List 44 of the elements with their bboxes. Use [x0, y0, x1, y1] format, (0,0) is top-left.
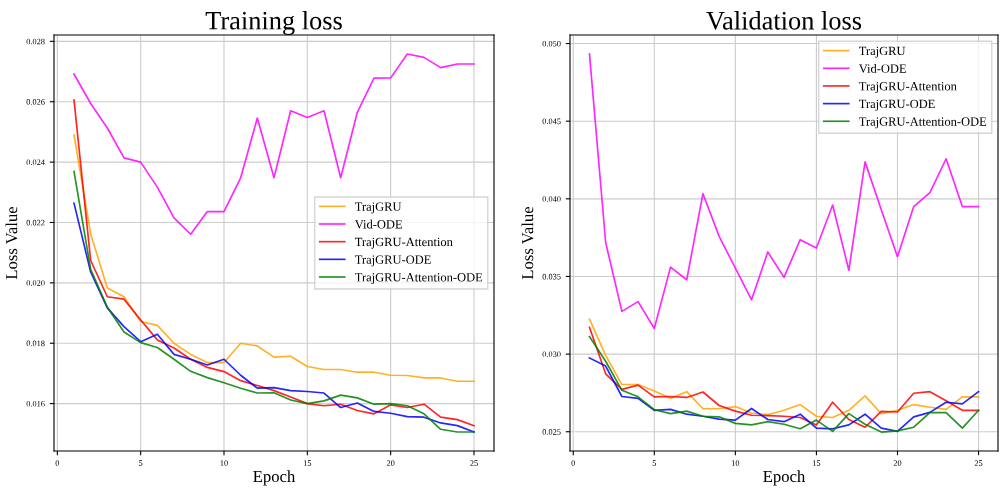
- y-tick-label: 0.016: [26, 400, 45, 407]
- y-tick-label: 0.022: [26, 219, 45, 226]
- legend-label: TrajGRU: [354, 202, 402, 214]
- x-tick-label: 15: [812, 460, 821, 466]
- x-axis-title: Epoch: [763, 470, 806, 486]
- x-tick-label: 0: [571, 460, 576, 466]
- legend-label: TrajGRU-Attention: [858, 82, 957, 93]
- chart-title: Training loss: [205, 10, 342, 35]
- y-tick-label: 0.024: [26, 159, 45, 166]
- line-series: [588, 318, 980, 419]
- y-tick-label: 0.026: [26, 99, 45, 105]
- x-tick-label: 0: [55, 460, 60, 466]
- legend-label: TrajGRU-ODE: [354, 255, 431, 267]
- y-tick-label: 0.040: [542, 196, 561, 202]
- legend-label: Vid-ODE: [858, 63, 906, 73]
- legend-label: TrajGRU: [858, 46, 906, 58]
- x-tick-label: 5: [652, 460, 657, 466]
- legend-label: TrajGRU-ODE: [858, 99, 935, 111]
- y-tick-label: 0.025: [542, 429, 561, 435]
- line-series: [588, 357, 980, 433]
- line-series: [73, 53, 475, 236]
- x-tick-label: 5: [139, 460, 143, 466]
- x-axis-title: Epoch: [253, 470, 296, 486]
- y-tick-label: 0.045: [542, 118, 561, 125]
- y-tick-label: 0.018: [26, 340, 45, 347]
- x-tick-label: 15: [303, 460, 312, 466]
- x-tick-label: 20: [893, 460, 902, 466]
- y-axis-title: Loss Value: [5, 206, 18, 280]
- y-tick-label: 0.035: [542, 273, 561, 280]
- y-tick-label: 0.028: [26, 38, 45, 45]
- legend-label: TrajGRU-Attention-ODE: [354, 273, 483, 285]
- y-tick-label: 0.050: [542, 40, 561, 47]
- y-tick-label: 0.030: [542, 351, 561, 358]
- y-axis-title: Loss Value: [521, 206, 534, 280]
- x-tick-label: 25: [470, 460, 478, 466]
- legend-label: Vid-ODE: [354, 219, 402, 229]
- x-tick-label: 10: [731, 460, 740, 466]
- x-tick-label: 10: [220, 460, 228, 466]
- x-tick-label: 25: [974, 460, 983, 466]
- legend-label: TrajGRU-Attention: [354, 237, 453, 249]
- y-tick-label: 0.020: [26, 280, 45, 286]
- chart-title: Validation loss: [706, 11, 862, 30]
- legend-label: TrajGRU-Attention-ODE: [858, 117, 987, 129]
- x-tick-label: 20: [386, 460, 395, 466]
